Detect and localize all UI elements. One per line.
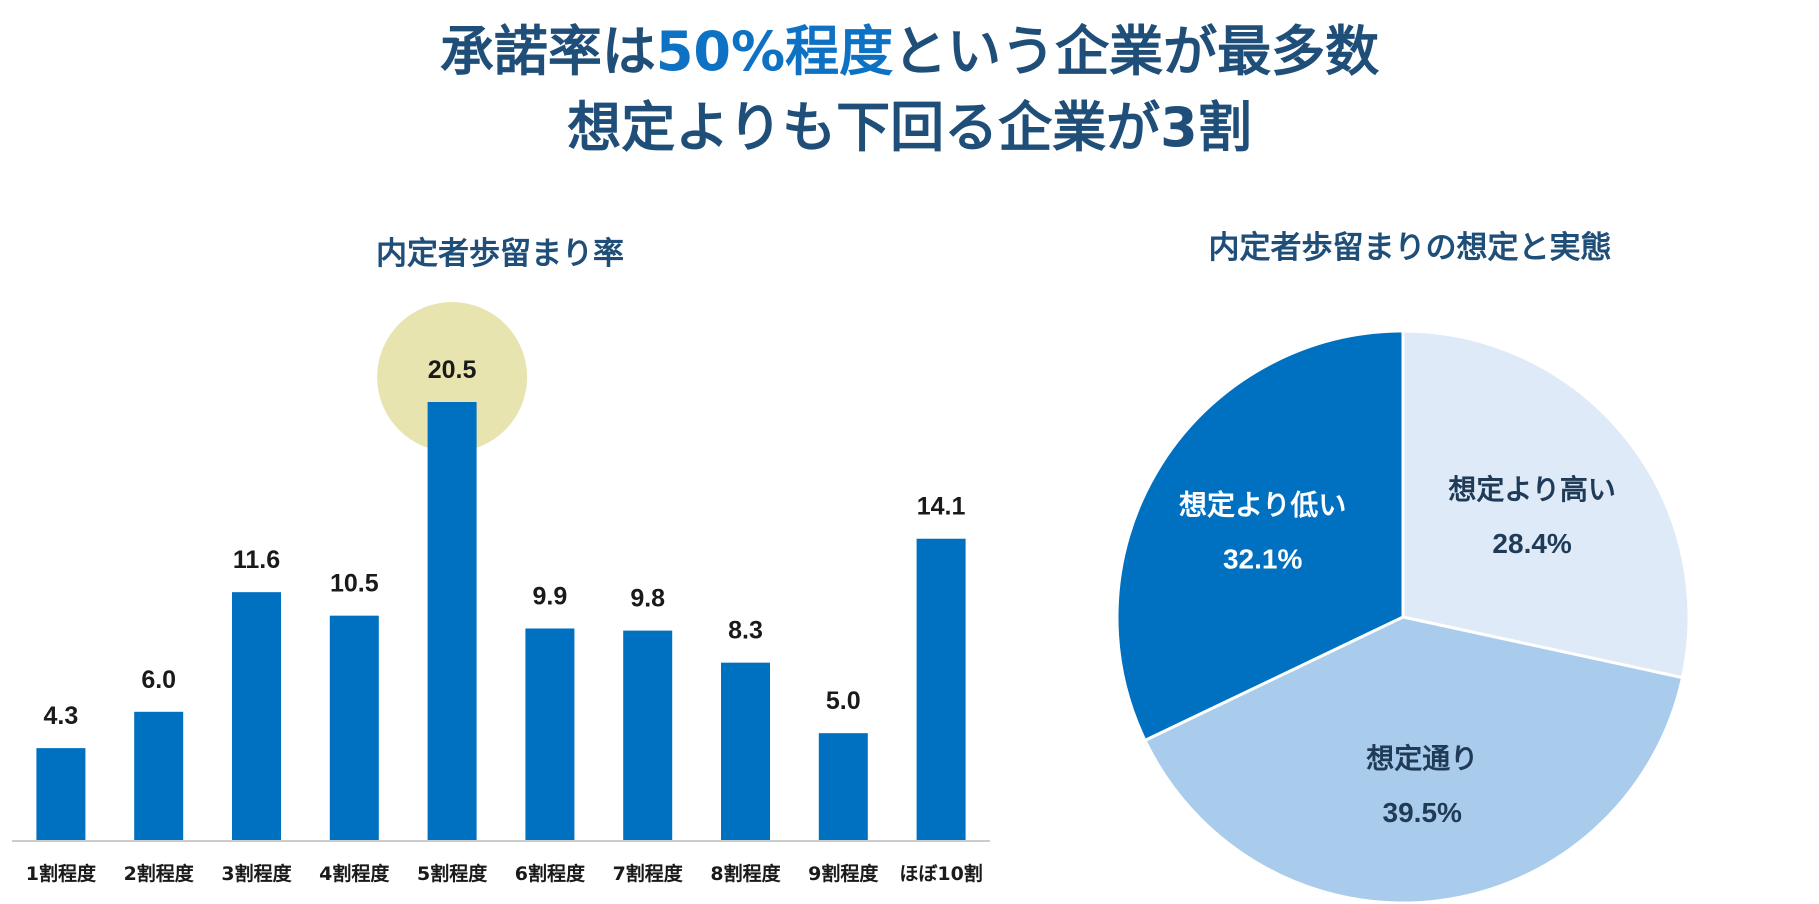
category-label: ほぼ10割 bbox=[899, 862, 982, 885]
bar-value-label: 9.8 bbox=[630, 585, 665, 613]
bar-value-label: 10.5 bbox=[330, 570, 379, 598]
bar-5 bbox=[427, 402, 477, 840]
bar-7 bbox=[623, 630, 673, 840]
headline-line-1: 承諾率は50%程度という企業が最多数 bbox=[0, 14, 1819, 90]
bar-chart: 4.3 1割程度 6.0 2割程度 11.6 3割程度 10.5 4割程度 20.5 5割程度 9.… bbox=[12, 302, 990, 885]
headline-line-2: 想定よりも下回る企業が3割 bbox=[567, 96, 1252, 159]
headline-suffix: という企業が最多数 bbox=[893, 20, 1380, 83]
pie-chart-title: 内定者歩留まりの想定と実態 bbox=[1208, 230, 1612, 266]
category-label: 7割程度 bbox=[613, 862, 684, 885]
headline-prefix: 承諾率は bbox=[439, 20, 656, 83]
bar-value-label: 4.3 bbox=[44, 702, 79, 730]
pie-slice-higher bbox=[1401, 329, 1691, 680]
highlight-circle bbox=[377, 302, 528, 452]
bar-1 bbox=[36, 748, 86, 840]
pie-chart: 想定より高い 28.4% 想定通り 39.5% 想定より低い 32.1% bbox=[1115, 329, 1691, 904]
pie-slice-value: 28.4% bbox=[1492, 528, 1571, 559]
pie-slice-value: 39.5% bbox=[1383, 797, 1462, 828]
headline: 承諾率は50%程度という企業が最多数 想定よりも下回る企業が3割 bbox=[0, 14, 1819, 166]
bar-value-label: 8.3 bbox=[728, 617, 763, 645]
bar-value-label: 11.6 bbox=[233, 546, 280, 574]
category-label: 8割程度 bbox=[710, 862, 781, 885]
bar-value-label: 5.0 bbox=[826, 687, 861, 715]
bar-chart-title: 内定者歩留まり率 bbox=[376, 236, 624, 272]
category-label: 3割程度 bbox=[221, 862, 292, 885]
bar-value-label: 14.1 bbox=[917, 493, 966, 521]
headline-accent: 50%程度 bbox=[655, 20, 894, 83]
category-label: 1割程度 bbox=[26, 862, 97, 885]
bar-10 bbox=[916, 538, 966, 840]
bar-8 bbox=[721, 662, 770, 840]
pie-slice-label: 想定より低い bbox=[1179, 489, 1346, 522]
bar-6 bbox=[525, 628, 575, 840]
bar-2 bbox=[134, 711, 184, 840]
pie-slice-label: 想定通り bbox=[1366, 742, 1478, 775]
bar-9 bbox=[818, 733, 868, 840]
pie-slice-value: 32.1% bbox=[1223, 544, 1302, 575]
bar-value-label: 6.0 bbox=[141, 666, 176, 694]
category-label: 5割程度 bbox=[417, 862, 488, 885]
category-label: 6割程度 bbox=[515, 862, 586, 885]
pie-slice-lower bbox=[1115, 329, 1405, 743]
bar-value-label: 20.5 bbox=[428, 356, 477, 384]
bar-4 bbox=[329, 615, 379, 840]
pie-slice-label: 想定より高い bbox=[1448, 473, 1615, 506]
category-label: 2割程度 bbox=[124, 862, 195, 885]
category-label: 9割程度 bbox=[808, 862, 879, 885]
bar-value-label: 9.9 bbox=[533, 582, 568, 610]
bar-3 bbox=[232, 592, 281, 840]
category-label: 4割程度 bbox=[319, 862, 390, 885]
pie-slice-as-expected bbox=[1142, 615, 1685, 904]
